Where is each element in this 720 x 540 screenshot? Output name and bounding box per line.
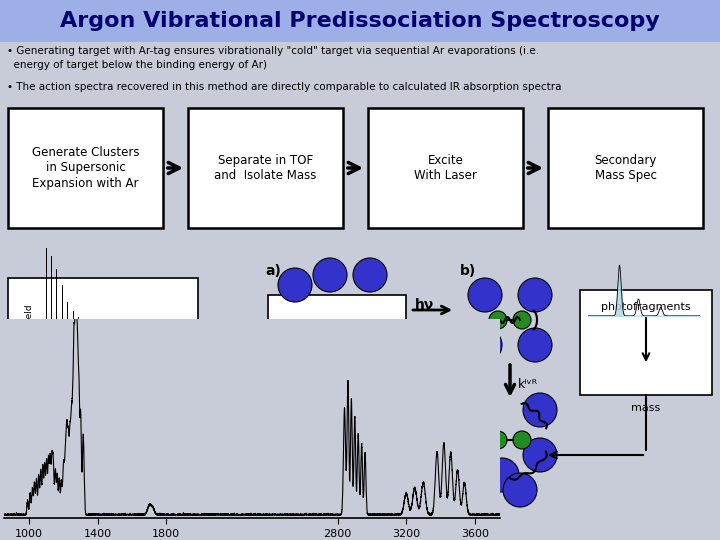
Circle shape [353,258,387,292]
Circle shape [313,258,347,292]
Circle shape [463,433,497,467]
Circle shape [353,338,373,358]
Bar [8,278,198,423]
Text: kᴵᵛᴿ: kᴵᵛᴿ [518,379,538,392]
Wedge shape [342,340,350,356]
Text: Predissociation Yield: Predissociation Yield [25,304,35,397]
Text: Separate in TOF
and  Isolate Mass: Separate in TOF and Isolate Mass [215,154,317,182]
Text: mass: mass [305,407,334,417]
Bar [368,108,523,228]
Text: mass: mass [96,431,125,441]
Text: • The action spectra recovered in this method are directly comparable to calcula: • The action spectra recovered in this m… [7,82,562,92]
Bar [268,295,406,405]
Circle shape [485,458,519,492]
Bar [580,290,712,395]
Circle shape [489,311,507,329]
Text: d): d) [268,404,284,418]
Bar [548,108,703,228]
Text: Excite
With Laser: Excite With Laser [414,154,477,182]
Circle shape [327,338,347,358]
Circle shape [258,343,292,377]
Circle shape [518,278,552,312]
Circle shape [523,438,557,472]
Text: Argon Vibrational Predissociation Spectroscopy: Argon Vibrational Predissociation Spectr… [60,11,660,31]
Text: b): b) [460,264,476,278]
Circle shape [513,431,531,449]
Circle shape [468,278,502,312]
Circle shape [503,473,537,507]
Text: • Generating target with Ar-tag ensures vibrationally "cold" target via sequenti: • Generating target with Ar-tag ensures … [7,46,539,70]
Circle shape [342,340,358,356]
Text: Secondary
Mass Spec: Secondary Mass Spec [594,154,657,182]
Circle shape [513,311,531,329]
Text: hν: hν [415,298,434,312]
Text: Generate Clusters
in Supersonic
Expansion with Ar: Generate Clusters in Supersonic Expansio… [32,146,139,190]
Circle shape [468,328,502,362]
Text: mass: mass [631,403,661,413]
Circle shape [278,268,312,302]
Circle shape [373,353,407,387]
Bar [0,0,720,42]
Bar [8,108,163,228]
Circle shape [489,431,507,449]
Text: a): a) [265,264,281,278]
Circle shape [463,393,497,427]
Circle shape [523,393,557,427]
Text: kₑᵥₐₕ: kₑᵥₐₕ [352,435,380,449]
Text: c): c) [440,397,454,411]
Bar [188,108,343,228]
Circle shape [518,328,552,362]
Text: photofragments: photofragments [601,302,690,312]
